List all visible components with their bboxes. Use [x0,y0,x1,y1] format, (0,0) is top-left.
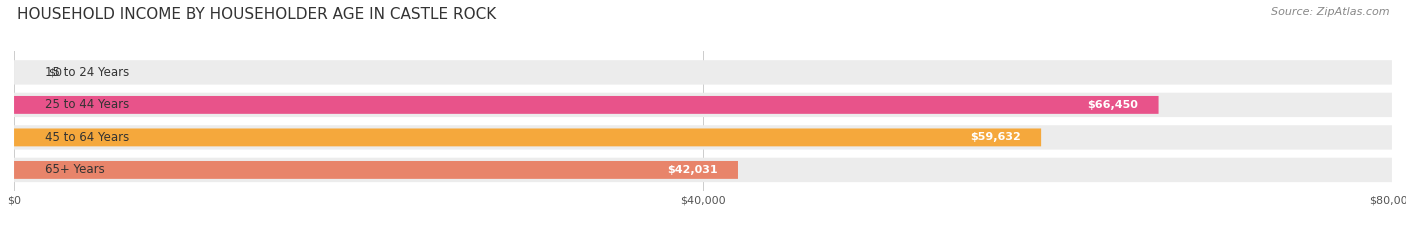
Text: 15 to 24 Years: 15 to 24 Years [45,66,129,79]
Text: $66,450: $66,450 [1087,100,1137,110]
Text: 45 to 64 Years: 45 to 64 Years [45,131,129,144]
Text: $0: $0 [48,67,62,77]
Text: HOUSEHOLD INCOME BY HOUSEHOLDER AGE IN CASTLE ROCK: HOUSEHOLD INCOME BY HOUSEHOLDER AGE IN C… [17,7,496,22]
Text: 65+ Years: 65+ Years [45,163,105,176]
FancyBboxPatch shape [14,96,1159,114]
Text: 25 to 44 Years: 25 to 44 Years [45,98,129,111]
FancyBboxPatch shape [14,158,1392,182]
FancyBboxPatch shape [14,125,1392,150]
FancyBboxPatch shape [14,161,738,179]
FancyBboxPatch shape [14,128,1040,146]
FancyBboxPatch shape [14,93,1392,117]
Text: Source: ZipAtlas.com: Source: ZipAtlas.com [1271,7,1389,17]
FancyBboxPatch shape [14,60,1392,85]
Text: $42,031: $42,031 [666,165,717,175]
Text: $59,632: $59,632 [970,132,1021,142]
